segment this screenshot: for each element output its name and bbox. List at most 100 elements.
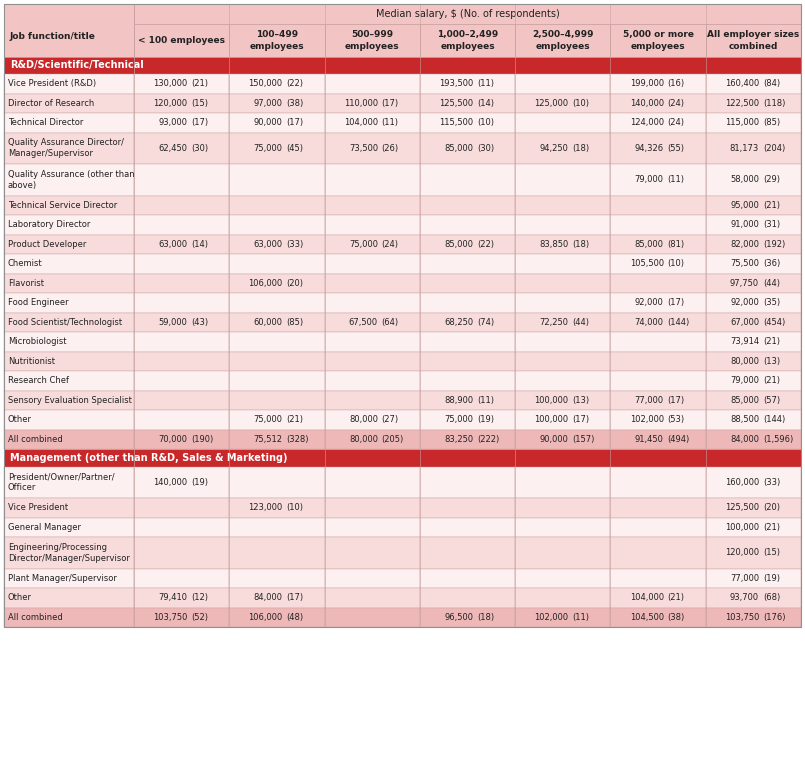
Bar bbox=[324, 113, 420, 133]
Text: 91,000: 91,000 bbox=[730, 220, 759, 230]
Text: 59,000: 59,000 bbox=[159, 318, 188, 326]
Bar bbox=[134, 24, 229, 57]
Text: Vice President (R&D): Vice President (R&D) bbox=[8, 79, 96, 88]
Bar bbox=[4, 588, 134, 607]
Bar bbox=[515, 518, 610, 537]
Bar bbox=[4, 4, 801, 627]
Text: (44): (44) bbox=[763, 279, 780, 288]
Text: 75,500: 75,500 bbox=[730, 260, 759, 268]
Text: 97,000: 97,000 bbox=[254, 99, 283, 108]
Bar bbox=[706, 371, 801, 390]
Text: (22): (22) bbox=[287, 79, 303, 88]
Bar bbox=[4, 215, 134, 234]
Text: 91,450: 91,450 bbox=[635, 435, 664, 444]
Text: 85,000: 85,000 bbox=[444, 144, 473, 153]
Text: 120,000: 120,000 bbox=[153, 99, 188, 108]
Bar bbox=[229, 429, 324, 449]
Bar bbox=[134, 518, 229, 537]
Text: 1,000–2,499: 1,000–2,499 bbox=[437, 29, 498, 38]
Text: (26): (26) bbox=[382, 144, 398, 153]
Bar bbox=[706, 588, 801, 607]
Text: 5,000 or more: 5,000 or more bbox=[622, 29, 694, 38]
Bar bbox=[134, 74, 229, 94]
Text: Laboratory Director: Laboratory Director bbox=[8, 220, 90, 230]
Text: (30): (30) bbox=[191, 144, 208, 153]
Text: < 100 employees: < 100 employees bbox=[138, 35, 225, 45]
Bar bbox=[610, 371, 706, 390]
Text: 85,000: 85,000 bbox=[635, 240, 664, 249]
Text: (57): (57) bbox=[763, 396, 780, 405]
Text: (31): (31) bbox=[763, 220, 780, 230]
Text: (22): (22) bbox=[477, 240, 494, 249]
Bar bbox=[515, 429, 610, 449]
Text: employees: employees bbox=[250, 42, 304, 51]
Text: 75,000: 75,000 bbox=[349, 240, 378, 249]
Text: R&D/Scientific/Technical: R&D/Scientific/Technical bbox=[10, 60, 144, 70]
Text: (20): (20) bbox=[763, 503, 780, 512]
Bar bbox=[134, 4, 801, 24]
Text: (10): (10) bbox=[572, 99, 589, 108]
Bar bbox=[134, 466, 229, 498]
Bar bbox=[134, 568, 229, 588]
Bar bbox=[324, 518, 420, 537]
Text: 130,000: 130,000 bbox=[153, 79, 188, 88]
Text: Flavorist: Flavorist bbox=[8, 279, 44, 288]
Bar bbox=[324, 607, 420, 627]
Text: 102,000: 102,000 bbox=[535, 613, 568, 622]
Text: (10): (10) bbox=[287, 503, 303, 512]
Bar bbox=[706, 466, 801, 498]
Bar bbox=[515, 313, 610, 332]
Bar bbox=[229, 215, 324, 234]
Text: (21): (21) bbox=[191, 79, 208, 88]
Text: (20): (20) bbox=[287, 279, 303, 288]
Text: Median salary, $ (No. of respondents): Median salary, $ (No. of respondents) bbox=[376, 8, 559, 18]
Text: (144): (144) bbox=[667, 318, 690, 326]
Text: 106,000: 106,000 bbox=[249, 279, 283, 288]
Bar bbox=[134, 113, 229, 133]
Bar bbox=[706, 164, 801, 196]
Text: 140,000: 140,000 bbox=[153, 478, 188, 487]
Text: (55): (55) bbox=[667, 144, 684, 153]
Text: 79,410: 79,410 bbox=[159, 593, 188, 602]
Text: 140,000: 140,000 bbox=[630, 99, 664, 108]
Text: (43): (43) bbox=[191, 318, 208, 326]
Text: 73,914: 73,914 bbox=[730, 337, 759, 346]
Bar bbox=[420, 164, 515, 196]
Bar bbox=[515, 273, 610, 293]
Text: 103,750: 103,750 bbox=[153, 613, 188, 622]
Bar bbox=[610, 293, 706, 313]
Text: (17): (17) bbox=[667, 396, 685, 405]
Bar bbox=[4, 313, 134, 332]
Text: 110,000: 110,000 bbox=[344, 99, 378, 108]
Bar bbox=[420, 74, 515, 94]
Bar bbox=[4, 57, 801, 74]
Bar bbox=[610, 313, 706, 332]
Bar bbox=[324, 254, 420, 273]
Bar bbox=[324, 429, 420, 449]
Text: Food Engineer: Food Engineer bbox=[8, 298, 68, 307]
Bar bbox=[610, 588, 706, 607]
Text: (21): (21) bbox=[763, 337, 780, 346]
Text: (11): (11) bbox=[477, 79, 494, 88]
Text: 93,700: 93,700 bbox=[730, 593, 759, 602]
Text: 80,000: 80,000 bbox=[349, 435, 378, 444]
Bar bbox=[515, 234, 610, 254]
Bar bbox=[420, 94, 515, 113]
Text: 72,250: 72,250 bbox=[539, 318, 568, 326]
Bar bbox=[4, 133, 134, 164]
Text: (24): (24) bbox=[382, 240, 398, 249]
Bar bbox=[229, 568, 324, 588]
Text: (144): (144) bbox=[763, 415, 785, 424]
Bar bbox=[4, 429, 134, 449]
Bar bbox=[229, 113, 324, 133]
Bar bbox=[324, 215, 420, 234]
Text: 90,000: 90,000 bbox=[539, 435, 568, 444]
Text: 100,000: 100,000 bbox=[535, 396, 568, 405]
Text: Technical Service Director: Technical Service Director bbox=[8, 200, 118, 210]
Text: (84): (84) bbox=[763, 79, 780, 88]
Text: 102,000: 102,000 bbox=[630, 415, 664, 424]
Bar bbox=[610, 254, 706, 273]
Text: 160,400: 160,400 bbox=[724, 79, 759, 88]
Bar bbox=[4, 164, 134, 196]
Text: 96,500: 96,500 bbox=[444, 613, 473, 622]
